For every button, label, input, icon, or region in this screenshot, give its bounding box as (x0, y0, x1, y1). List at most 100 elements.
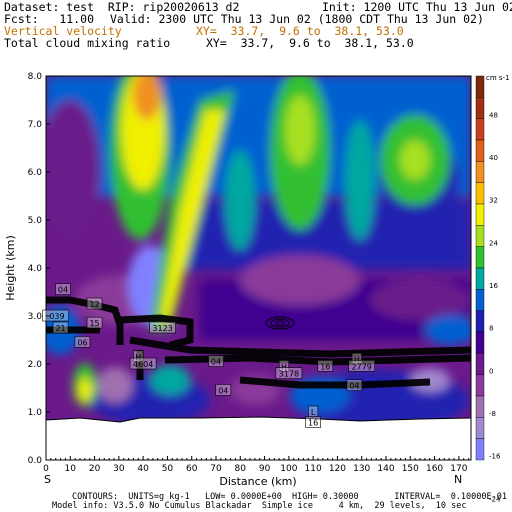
contour-label-box (149, 321, 176, 334)
colorbar-swatch (475, 289, 485, 311)
colorbar-swatch (475, 97, 485, 119)
x-tick-label: 110 (305, 464, 322, 474)
field2-name: Total cloud mixing ratio (4, 36, 171, 50)
contour-label-box (42, 309, 70, 322)
y-tick-label: 2.0 (28, 360, 43, 370)
contour-label: H (354, 355, 360, 364)
field1-name: Vertical velocity (4, 24, 122, 38)
x-tick-label: 60 (186, 464, 198, 474)
colorbar-swatch (475, 395, 485, 418)
contour-label-box (275, 367, 303, 379)
contour-label-box (133, 350, 144, 363)
colorbar-label: 8 (489, 325, 493, 333)
contour-label: 04 (218, 386, 228, 395)
forecast-hour: Fcst: 11.00 (4, 12, 95, 26)
contour-label-box (86, 297, 103, 310)
init-time: Init: 1200 UTC Thu 13 Jun 02 (322, 0, 512, 14)
contour-label: 04 (58, 286, 68, 295)
x-tick-label: 40 (137, 464, 149, 474)
endpoint-left: S (44, 473, 51, 486)
y-tick-label: 8.0 (28, 72, 43, 82)
endpoint-right: N (454, 473, 462, 486)
contour-label-box (86, 316, 103, 329)
y-tick-label: 5.0 (28, 216, 43, 226)
contour-label-box (308, 405, 319, 418)
dataset-label: Dataset: test RIP: rip20020613 d2 (4, 0, 240, 14)
contour-label-box (208, 355, 224, 367)
contour-label: 12 (89, 300, 99, 309)
y-tick-label: 6.0 (28, 168, 43, 178)
field1-xy: XY= 33.7, 9.6 to 38.1, 53.0 (196, 24, 404, 38)
contour-label-box (348, 360, 376, 372)
contour-labels: 04.03921121506H460431230404H317816H27790… (42, 283, 376, 428)
colorbar-swatch (475, 417, 485, 439)
x-tick-label: 140 (377, 464, 394, 474)
colorbar-swatch (475, 353, 485, 375)
colorbar-swatch (475, 374, 485, 397)
colorbar-label: 40 (489, 154, 498, 162)
x-tick-label: 120 (329, 464, 346, 474)
colorbar-swatch (475, 182, 485, 205)
shaded-field (46, 76, 471, 460)
x-tick-label: 80 (235, 464, 247, 474)
field2-xy: XY= 33.7, 9.6 to 38.1, 53.0 (206, 36, 414, 50)
contour-info: CONTOURS: UNITS=g kg-1 LOW= 0.0000E+00 H… (72, 492, 507, 502)
x-tick-label: 170 (450, 464, 467, 474)
y-tick-label: 3.0 (28, 312, 43, 322)
contour-label-box (305, 416, 321, 428)
x-tick-label: 100 (280, 464, 297, 474)
colorbar-label: -8 (489, 410, 496, 418)
contour-label: 16 (308, 419, 318, 428)
contour-label: 06 (77, 338, 87, 347)
contour-label: 04 (349, 382, 359, 391)
colorbar-label: 32 (489, 197, 498, 205)
colorbar-label: 0 (489, 367, 493, 375)
contour-label: 15 (89, 319, 99, 328)
colorbar-swatch (475, 75, 485, 98)
contour-label: 2779 (352, 362, 372, 371)
colorbar-swatch (475, 225, 485, 247)
x-tick-label: 130 (353, 464, 370, 474)
colorbar-swatch (475, 118, 485, 141)
contour-label: 4604 (133, 360, 153, 369)
valid-time: Valid: 2300 UTC Thu 13 Jun 02 (1800 CDT … (110, 12, 484, 26)
contour-label-box (74, 336, 91, 348)
contour-label-box (129, 357, 157, 370)
y-axis-label: Height (km) (4, 235, 17, 301)
contour-label-box (351, 352, 362, 365)
colorbar-label: 24 (489, 239, 498, 247)
x-tick-label: 90 (259, 464, 271, 474)
colorbar-swatch (475, 438, 485, 461)
contour-label: H (281, 362, 287, 371)
x-tick-label: 0 (43, 464, 49, 474)
axes: 0 10 20 30 40 50 60 70 80 90 100 110 120 130 140 150 160… (28, 72, 470, 474)
x-tick-label: 30 (113, 464, 125, 474)
contour-label-box (317, 360, 334, 372)
model-info: Model info: V3.5.0 No Cumulus Blackadar … (52, 501, 467, 511)
colorbar-swatch (475, 139, 485, 162)
contour-label-box (278, 360, 290, 372)
x-tick-label: 160 (426, 464, 443, 474)
colorbar-swatch (475, 161, 485, 183)
x-tick-label: 70 (210, 464, 222, 474)
colorbar-swatch (475, 267, 485, 290)
contour-label-box (55, 283, 71, 295)
colorbar-swatch (475, 246, 485, 269)
colorbar-label: 16 (489, 282, 498, 290)
colorbar-swatch (475, 310, 485, 333)
contour-label: 3178 (279, 370, 299, 379)
x-tick-label: 20 (89, 464, 101, 474)
contour-label: 16 (320, 362, 330, 371)
y-tick-label: 7.0 (28, 120, 43, 130)
y-tick-label: 4.0 (28, 264, 43, 274)
x-tick-label: 50 (162, 464, 174, 474)
colorbar-label: 48 (489, 111, 498, 119)
contour-label: .039 (47, 312, 65, 321)
contour-label-box (215, 384, 232, 396)
contour-label: 21 (55, 324, 65, 333)
x-axis-label: Distance (km) (219, 475, 296, 488)
contour-label-box (52, 321, 69, 334)
x-tick-label: 150 (402, 464, 419, 474)
contour-label: 3123 (152, 324, 172, 333)
